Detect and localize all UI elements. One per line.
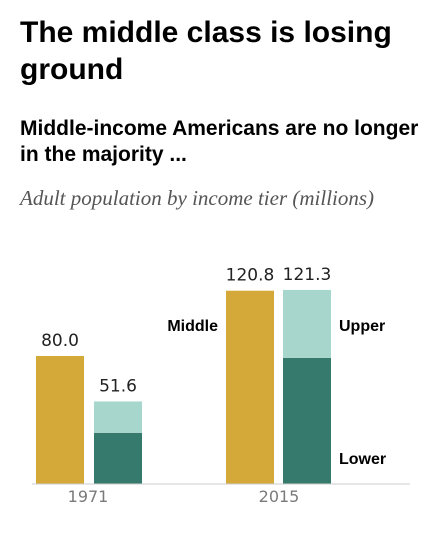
upper-bar-1971 (94, 401, 142, 433)
middle-series-label: Middle (167, 318, 218, 335)
chart-title: The middle class is losing ground (20, 16, 392, 86)
upper-series-label: Upper (339, 318, 385, 335)
lower-bar-2015 (283, 357, 331, 484)
middle-bar-2015 (226, 290, 274, 484)
lower-bar-1971 (94, 432, 142, 484)
middle-value-label-2015: 120.8 (226, 266, 275, 286)
middle-bar-1971 (36, 356, 84, 484)
upper-bar-2015 (283, 289, 331, 358)
middle-value-label-1971: 80.0 (41, 331, 79, 351)
stack-value-label-2015: 121.3 (283, 265, 332, 285)
x-tick-label-2015: 2015 (259, 487, 300, 506)
chart-caption: Adult population by income tier (million… (20, 186, 375, 210)
chart-subtitle: Middle-income Americans are no longer in… (20, 117, 419, 166)
stack-value-label-1971: 51.6 (99, 376, 137, 396)
lower-series-label: Lower (339, 451, 386, 468)
x-tick-label-1971: 1971 (68, 487, 109, 506)
